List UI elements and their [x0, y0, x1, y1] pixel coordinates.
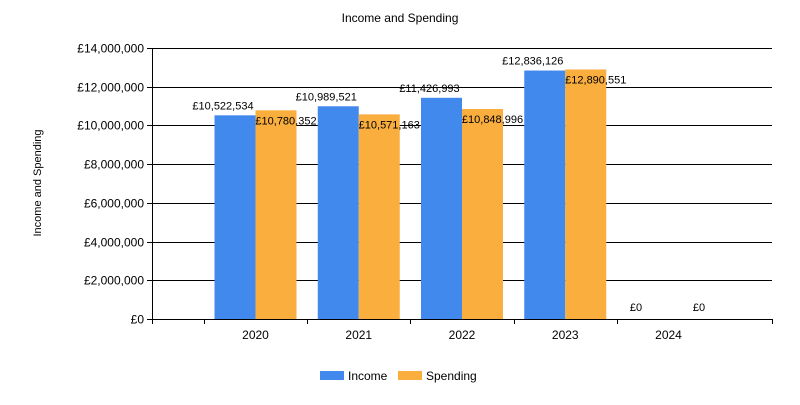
bar-spending: [462, 108, 503, 319]
data-label: £12,836,126: [502, 56, 563, 68]
data-label: £11,426,993: [399, 83, 459, 95]
y-axis-ticks: £0 £2,000,000 £4,000,000 £6,000,000 £8,000,0…: [77, 42, 152, 327]
bar-spending: [565, 69, 607, 319]
data-label: £10,522,534: [192, 100, 253, 112]
y-tick-label: £6,000,000: [84, 197, 144, 211]
x-tick-label: 2022: [449, 328, 476, 342]
y-tick-label: £12,000,000: [77, 81, 144, 95]
chart-title: Income and Spending: [342, 11, 459, 25]
x-axis-ticks: 2020 2021 2022 2023 2024: [152, 319, 773, 342]
y-tick-label: £10,000,000: [77, 119, 144, 133]
y-tick-label: £2,000,000: [84, 274, 144, 288]
y-tick-label: £8,000,000: [84, 158, 144, 172]
bars: [214, 69, 607, 320]
data-label: £0: [693, 302, 705, 314]
y-tick-label: £14,000,000: [77, 42, 144, 56]
data-label: £0: [630, 302, 642, 314]
x-tick-label: 2024: [655, 328, 682, 342]
x-tick-label: 2021: [345, 328, 372, 342]
bar-income: [317, 106, 359, 320]
x-tick-label: 2020: [242, 328, 269, 342]
legend-label-spending: Spending: [426, 369, 477, 383]
bar-income: [524, 70, 566, 320]
legend-swatch-spending: [398, 371, 422, 380]
data-label: £10,780,352: [255, 115, 316, 127]
bar-spending: [255, 110, 297, 320]
bar-spending: [358, 114, 400, 319]
axes: [152, 48, 772, 320]
data-labels: £10,522,534£10,780,352 £10,989,521 £10,571…: [192, 56, 705, 314]
y-tick-label: £0: [131, 313, 145, 327]
data-label: £10,848,996: [462, 114, 523, 126]
data-label: £10,989,521: [296, 91, 357, 103]
bar-income: [214, 115, 256, 319]
legend-label-income: Income: [348, 369, 388, 383]
x-tick-label: 2023: [552, 328, 579, 342]
legend: Income Spending: [320, 369, 477, 383]
data-label: £10,571,163: [359, 119, 420, 131]
y-tick-label: £4,000,000: [84, 236, 144, 250]
data-label: £12,890,551: [565, 74, 626, 86]
y-axis-label: Income and Spending: [32, 129, 44, 236]
legend-swatch-income: [320, 371, 344, 380]
bar-income: [421, 97, 462, 319]
